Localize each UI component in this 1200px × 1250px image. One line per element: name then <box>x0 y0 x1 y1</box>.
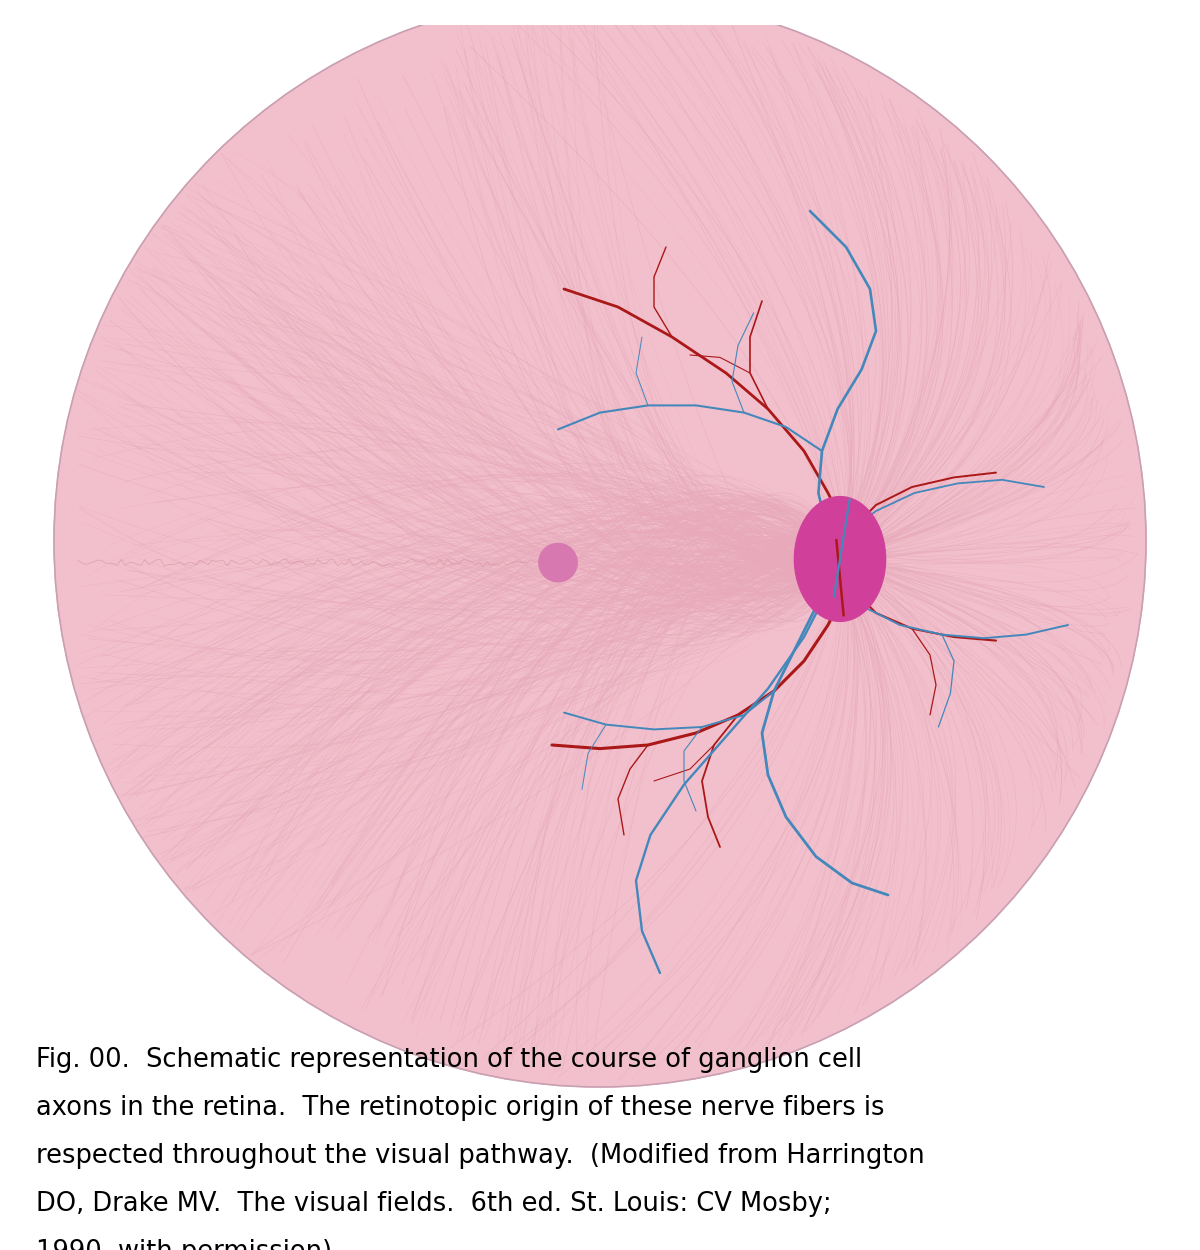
Text: 1990, with permission): 1990, with permission) <box>36 1240 332 1250</box>
Text: DO, Drake MV.  The visual fields.  6th ed. St. Louis: CV Mosby;: DO, Drake MV. The visual fields. 6th ed.… <box>36 1191 832 1218</box>
Text: respected throughout the visual pathway.  (Modified from Harrington: respected throughout the visual pathway.… <box>36 1144 925 1170</box>
Ellipse shape <box>794 496 886 621</box>
Circle shape <box>54 0 1146 1088</box>
Circle shape <box>539 544 577 581</box>
Text: axons in the retina.  The retinotopic origin of these nerve fibers is: axons in the retina. The retinotopic ori… <box>36 1095 884 1121</box>
Text: Fig. 00.  Schematic representation of the course of ganglion cell: Fig. 00. Schematic representation of the… <box>36 1048 862 1074</box>
